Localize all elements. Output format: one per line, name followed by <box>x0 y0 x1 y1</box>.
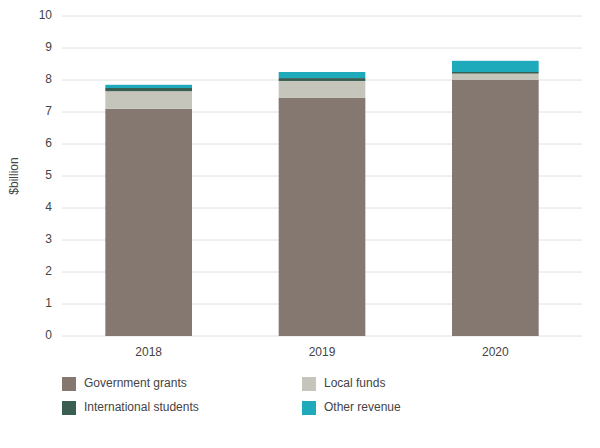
y-tick-label: 6 <box>45 136 52 150</box>
legend-swatch <box>302 401 316 415</box>
bars <box>105 61 538 336</box>
bar-segment <box>452 61 539 72</box>
y-tick-label: 9 <box>45 40 52 54</box>
y-tick-label: 8 <box>45 72 52 86</box>
grid-line <box>62 48 582 49</box>
bar-segment <box>452 72 539 74</box>
legend-label: Local funds <box>324 376 385 390</box>
legend-label: Other revenue <box>324 400 401 414</box>
bar-segment <box>279 98 366 336</box>
legend: Government grants Local funds Internationa… <box>62 376 401 415</box>
bar-segment <box>452 74 539 80</box>
bar-segment <box>452 80 539 336</box>
y-tick-label: 1 <box>45 296 52 310</box>
y-tick-label: 5 <box>45 168 52 182</box>
grid-line <box>62 16 582 17</box>
y-axis-label: $billion <box>7 157 21 194</box>
x-tick-label: 2018 <box>135 345 162 359</box>
legend-swatch <box>302 377 316 391</box>
bar-segment <box>105 91 192 109</box>
chart-container: 0 1 2 3 4 5 6 7 8 9 10 $billion 2018 2019 2020 Governme… <box>0 0 600 448</box>
bar-segment <box>105 85 192 88</box>
chart: 0 1 2 3 4 5 6 7 8 9 10 $billion 2018 2019 2020 Governme… <box>0 0 600 448</box>
bar-segment <box>279 78 366 81</box>
y-tick-label: 2 <box>45 264 52 278</box>
bar-segment <box>279 81 366 98</box>
bar-segment <box>105 109 192 336</box>
x-tick-label: 2020 <box>482 345 509 359</box>
y-tick-label: 3 <box>45 232 52 246</box>
bar-segment <box>279 72 366 78</box>
legend-label: International students <box>84 400 199 414</box>
y-tick-label: 7 <box>45 104 52 118</box>
y-tick-label: 4 <box>45 200 52 214</box>
legend-swatch <box>62 401 76 415</box>
legend-swatch <box>62 377 76 391</box>
x-tick-label: 2019 <box>309 345 336 359</box>
y-tick-label: 0 <box>45 328 52 342</box>
bar-segment <box>105 88 192 91</box>
y-tick-label: 10 <box>39 8 53 22</box>
y-grid <box>62 16 582 336</box>
legend-label: Government grants <box>84 376 187 390</box>
